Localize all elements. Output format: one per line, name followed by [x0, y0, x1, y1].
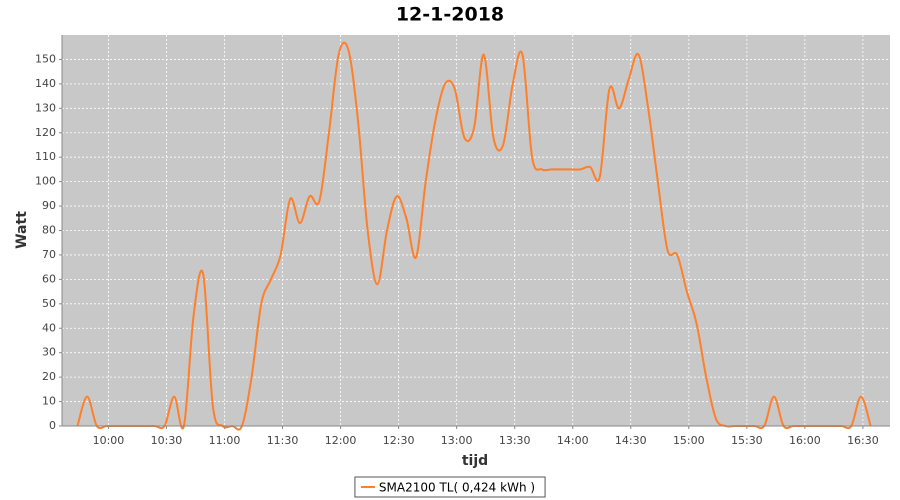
legend-box — [354, 476, 546, 498]
chart-title: 12-1-2018 — [396, 4, 504, 26]
x-tick-label: 12:30 — [383, 434, 415, 447]
y-tick-label: 100 — [35, 175, 56, 188]
y-tick-label: 40 — [42, 321, 56, 334]
legend-label: SMA2100 TL( 0,424 kWh ) — [379, 481, 535, 495]
grid — [59, 35, 890, 429]
x-tick-label: 11:30 — [267, 434, 299, 447]
y-tick-label: 110 — [35, 150, 56, 163]
y-tick-label: 10 — [42, 395, 56, 408]
y-tick-label: 120 — [35, 126, 56, 139]
x-tick-label: 16:30 — [847, 434, 879, 447]
x-tick-label: 13:00 — [441, 434, 473, 447]
y-tick-label: 70 — [42, 248, 56, 261]
x-tick-label: 16:00 — [789, 434, 821, 447]
y-tick-label: 50 — [42, 297, 56, 310]
y-axis-label: Watt — [14, 211, 30, 249]
x-tick-label: 10:00 — [93, 434, 125, 447]
y-tick-label: 90 — [42, 199, 56, 212]
x-tick-label: 10:30 — [151, 434, 183, 447]
x-tick-label: 15:30 — [731, 434, 763, 447]
x-tick-label: 14:00 — [557, 434, 589, 447]
x-tick-label: 15:00 — [673, 434, 705, 447]
y-tick-label: 80 — [42, 224, 56, 237]
x-tick-label: 11:00 — [209, 434, 241, 447]
y-tick-label: 60 — [42, 272, 56, 285]
y-tick-label: 20 — [42, 370, 56, 383]
legend: SMA2100 TL( 0,424 kWh ) — [354, 476, 546, 498]
x-axis-label: tijd — [462, 453, 488, 469]
x-tick-label: 12:00 — [325, 434, 357, 447]
y-tick-label: 140 — [35, 77, 56, 90]
y-tick-label: 150 — [35, 52, 56, 65]
y-tick-label: 130 — [35, 101, 56, 114]
x-tick-label: 14:30 — [615, 434, 647, 447]
y-tick-label: 30 — [42, 346, 56, 359]
x-tick-label: 13:30 — [499, 434, 531, 447]
y-tick-label: 0 — [49, 419, 56, 432]
